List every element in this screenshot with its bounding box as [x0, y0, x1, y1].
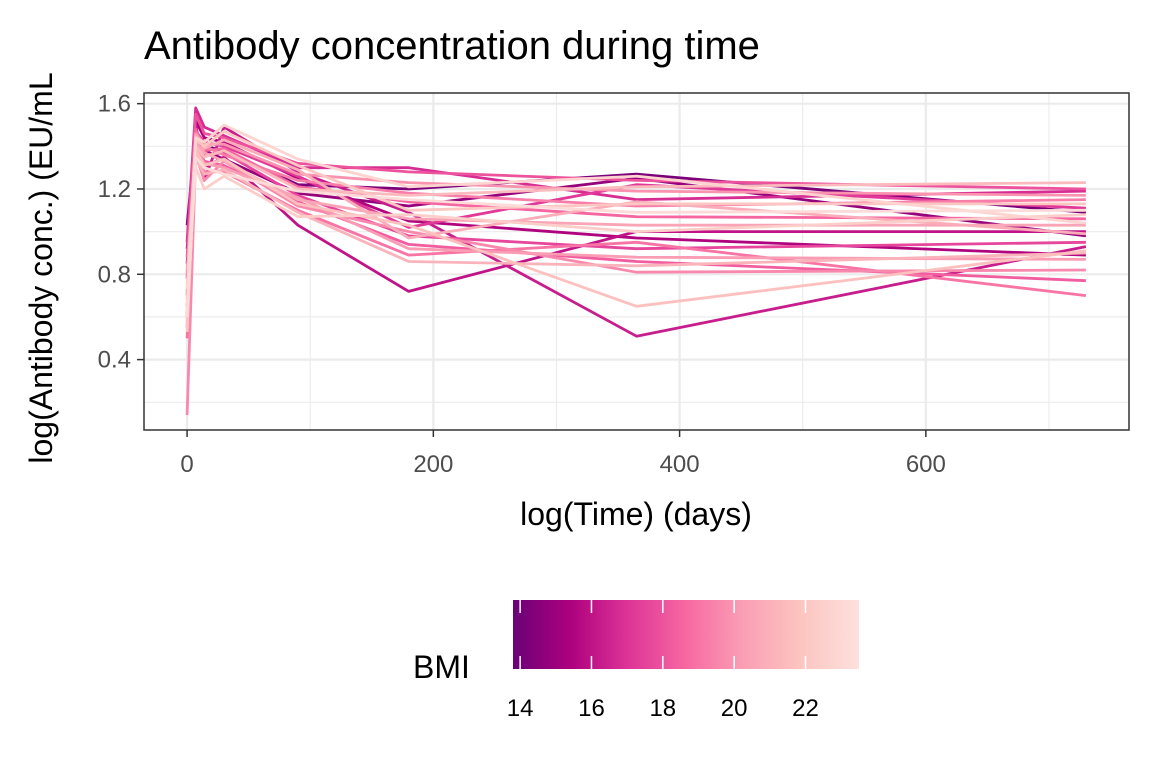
- x-axis-title: log(Time) (days): [520, 496, 752, 532]
- x-tick-label: 400: [660, 451, 700, 478]
- plot-panel-border: [143, 92, 1130, 431]
- colorbar-tick-label: 14: [507, 695, 534, 722]
- series-lines: [185, 106, 1087, 416]
- series-line: [185, 144, 1086, 324]
- x-tick-label: 200: [413, 451, 453, 478]
- series-line: [185, 166, 1086, 305]
- x-tick-label: 600: [906, 451, 946, 478]
- colorbar-tick-label: 16: [578, 695, 605, 722]
- colorbar-ticks: 14 16 18 20 22: [507, 600, 819, 722]
- y-tick-label: 0.4: [98, 347, 131, 374]
- chart-title: Antibody concentration during time: [144, 24, 760, 68]
- series-line: [185, 157, 1086, 286]
- series-line: [185, 155, 1086, 318]
- bmi-colorbar: [513, 600, 859, 669]
- x-tick-label: 0: [180, 451, 193, 478]
- series-line: [185, 132, 1086, 313]
- y-axis: 0.4 0.8 1.2 1.6: [98, 91, 144, 374]
- series-line: [185, 129, 1086, 332]
- series-line: [185, 123, 1087, 290]
- x-axis: 0 200 400 600: [180, 430, 946, 478]
- y-tick-label: 1.6: [98, 91, 131, 118]
- y-tick-label: 1.2: [98, 176, 131, 203]
- colorbar-tick-label: 22: [792, 695, 819, 722]
- colorbar-tick-label: 18: [649, 695, 676, 722]
- y-axis-title: log(Antibody conc.) (EU/mL: [23, 72, 59, 463]
- colorbar-tick-label: 20: [721, 695, 748, 722]
- y-tick-label: 0.8: [98, 261, 131, 288]
- legend-title: BMI: [413, 649, 470, 685]
